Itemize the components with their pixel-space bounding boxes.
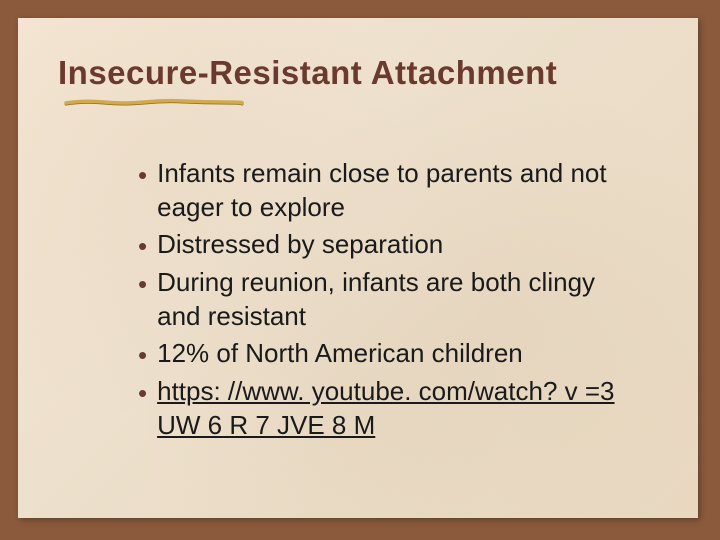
list-item: • Infants remain close to parents and no…: [138, 156, 638, 225]
bullet-text: Distressed by separation: [157, 227, 443, 261]
bullet-icon: •: [138, 158, 147, 192]
list-item: • https: //www. youtube. com/watch? v =3…: [138, 374, 638, 443]
bullet-icon: •: [138, 338, 147, 372]
bullet-text: 12% of North American children: [157, 336, 523, 370]
list-item: • During reunion, infants are both cling…: [138, 265, 638, 334]
title-underline: [64, 98, 244, 106]
slide-background: Insecure-Resistant Attachment • Infants …: [18, 18, 698, 518]
bullet-link[interactable]: https: //www. youtube. com/watch? v =3 U…: [157, 374, 638, 443]
slide-frame: Insecure-Resistant Attachment • Infants …: [0, 0, 720, 540]
bullet-text: Infants remain close to parents and not …: [157, 156, 638, 225]
list-item: • Distressed by separation: [138, 227, 638, 263]
bullet-text: During reunion, infants are both clingy …: [157, 265, 638, 334]
bullet-icon: •: [138, 229, 147, 263]
bullet-icon: •: [138, 376, 147, 410]
bullet-list: • Infants remain close to parents and no…: [138, 156, 638, 445]
bullet-icon: •: [138, 267, 147, 301]
slide-title: Insecure-Resistant Attachment: [58, 54, 658, 92]
list-item: • 12% of North American children: [138, 336, 638, 372]
title-block: Insecure-Resistant Attachment: [58, 54, 658, 106]
